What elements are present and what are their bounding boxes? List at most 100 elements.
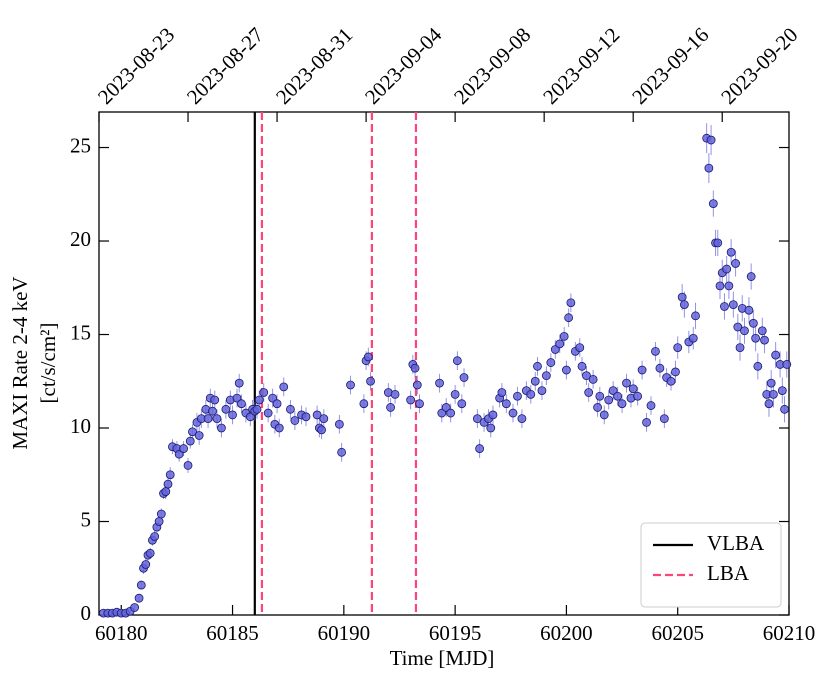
data-point [720, 302, 729, 311]
data-point [604, 395, 614, 405]
data-point [715, 281, 725, 291]
data-point [673, 343, 683, 353]
data-point [141, 560, 151, 569]
data-point [766, 378, 776, 388]
data-point [459, 373, 469, 382]
top-tick-label: 2023-08-27 [182, 23, 268, 109]
data-point [740, 326, 749, 336]
data-point [726, 247, 736, 257]
data-point [713, 238, 723, 248]
data-point [735, 343, 745, 353]
data-point [526, 389, 536, 399]
data-point [541, 371, 551, 381]
top-tick-label: 2023-08-23 [93, 23, 179, 109]
data-point [666, 376, 676, 386]
data-point [622, 378, 631, 388]
data-point [154, 517, 164, 526]
legend-label: VLBA [707, 531, 765, 555]
data-point [566, 298, 576, 308]
data-point [617, 399, 627, 409]
data-point [252, 404, 262, 414]
data-point [769, 389, 778, 399]
data-point [501, 399, 511, 409]
data-point [410, 363, 420, 373]
data-point [537, 386, 547, 396]
x-tick-label: 60210 [763, 621, 816, 645]
data-point [452, 356, 462, 366]
data-point [497, 388, 507, 397]
data-point [780, 404, 789, 414]
data-point [659, 414, 669, 424]
y-tick-label: 5 [81, 507, 92, 531]
top-tick-label: 2023-09-16 [627, 23, 713, 109]
data-point [237, 399, 246, 409]
data-point [613, 391, 623, 401]
data-point [584, 388, 594, 397]
data-point [744, 305, 754, 315]
data-point [753, 361, 763, 371]
data-point [312, 410, 322, 420]
y-tick-label: 10 [70, 414, 91, 438]
data-point [130, 603, 140, 612]
data-point [546, 358, 556, 367]
data-point [210, 395, 220, 405]
data-point [760, 335, 769, 345]
y-tick-label: 20 [70, 227, 91, 251]
data-point [533, 361, 542, 371]
data-point [228, 410, 237, 420]
y-tick-label: 15 [70, 320, 91, 344]
data-point [577, 361, 587, 371]
data-point [486, 423, 496, 433]
data-point [517, 414, 527, 424]
data-point [212, 414, 222, 424]
data-point [450, 389, 460, 399]
data-point [677, 292, 687, 302]
data-point [599, 410, 609, 420]
data-point [633, 391, 643, 401]
data-point [651, 346, 660, 356]
data-point [188, 427, 197, 437]
data-point [588, 374, 598, 384]
data-point [208, 406, 217, 416]
data-point [221, 404, 231, 414]
data-point [234, 378, 244, 388]
data-point [655, 363, 665, 373]
data-point [145, 548, 155, 558]
data-point [150, 532, 160, 541]
data-point [337, 447, 347, 457]
data-point [161, 487, 171, 496]
data-point [366, 376, 375, 386]
data-point [748, 318, 758, 328]
data-point [163, 479, 173, 489]
data-point [279, 382, 289, 392]
data-point [777, 386, 787, 396]
data-point [530, 376, 540, 386]
data-point [706, 135, 716, 145]
top-tick-label: 2023-09-20 [716, 23, 802, 109]
data-point [671, 367, 680, 377]
data-point [301, 412, 311, 422]
x-tick-label: 60195 [429, 621, 482, 645]
data-point [136, 580, 146, 590]
data-point [637, 365, 647, 375]
data-point [731, 259, 740, 268]
data-point [274, 423, 284, 433]
data-point [733, 322, 743, 332]
data-point [457, 399, 467, 409]
legend-label: LBA [707, 561, 750, 585]
data-point [183, 461, 193, 470]
data-point [185, 436, 195, 446]
data-point [564, 313, 574, 323]
data-point [593, 403, 602, 412]
data-point [582, 371, 591, 381]
data-point [406, 395, 416, 405]
data-point [688, 333, 698, 343]
data-point [751, 333, 761, 343]
data-point [475, 444, 485, 453]
y-tick-label: 25 [70, 133, 91, 157]
data-point [771, 350, 781, 360]
data-point [595, 391, 605, 401]
data-point [724, 281, 734, 291]
y-axis-label: MAXI Rate 2-4 keV [8, 276, 32, 449]
